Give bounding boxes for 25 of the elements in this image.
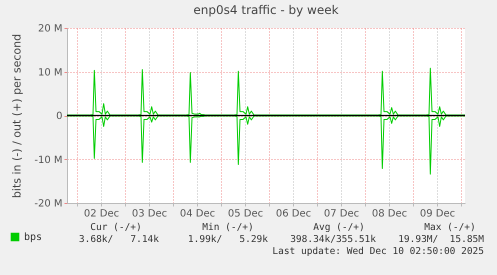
text: 1.99k/ 5.29k — [188, 234, 268, 246]
text: Cur (-/+) — [90, 222, 142, 234]
text: Last update: Wed Dec 10 02:50:00 2025 — [272, 246, 484, 258]
x-tick-label: 07 Dec — [324, 208, 360, 220]
y-tick-label: 0 — [56, 111, 62, 122]
y-tick-label: -10 M — [34, 154, 62, 166]
x-tick-label: 09 Dec — [420, 208, 456, 220]
text: Max (-/+) — [424, 222, 476, 234]
x-tick-label: 08 Dec — [372, 208, 408, 220]
text: 19.93M/ 15.85M — [398, 234, 484, 246]
y-tick-label: 20 M — [38, 24, 62, 34]
x-tick-label: 03 Dec — [132, 208, 168, 220]
x-tick-label: 05 Dec — [228, 208, 264, 220]
chart-title: enp0s4 traffic - by week — [193, 3, 339, 17]
y-tick-label: 10 M — [38, 67, 62, 78]
legend-label: bps — [24, 232, 42, 243]
text: Avg (-/+) — [313, 222, 365, 234]
x-tick-label: 04 Dec — [180, 208, 216, 220]
text: 3.68k/ 7.14k — [78, 234, 159, 246]
text: 398.34k/355.51k — [290, 234, 376, 246]
y-tick-label: -20 M — [34, 198, 62, 210]
text: Min (-/+) — [202, 222, 254, 234]
x-tick-label: 02 Dec — [84, 208, 120, 220]
y-axis-title: bits in (-) / out (+) per second — [10, 34, 24, 198]
x-tick-label: 06 Dec — [276, 208, 312, 220]
